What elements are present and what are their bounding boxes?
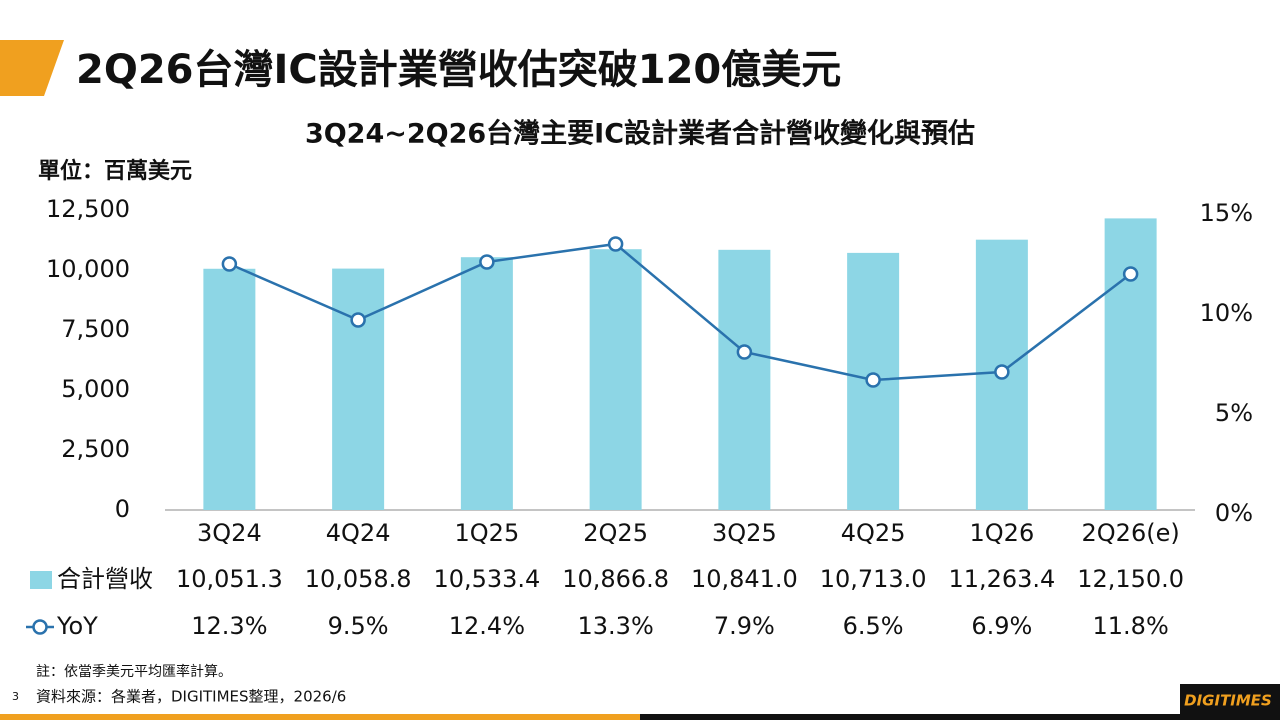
bar <box>1104 218 1157 510</box>
value-label: 12.3% <box>191 612 267 640</box>
marker <box>221 256 238 272</box>
y-tick-label: 2,500 <box>61 435 130 463</box>
chart-title: 3Q24~2Q26台灣主要IC設計業者合計營收變化與預估 <box>305 118 975 150</box>
value-label: 6.9% <box>971 612 1032 640</box>
accent <box>0 40 64 96</box>
x-tick-label: 2Q26(e) <box>1082 519 1180 547</box>
legend-label: YoY <box>56 612 98 640</box>
value-label: 11,263.4 <box>948 565 1055 593</box>
y2-tick-label: 0% <box>1215 499 1253 527</box>
y-axis-label: 單位：百萬美元 <box>38 158 192 184</box>
slide-title: 2Q26台灣IC設計業營收估突破120億美元 <box>76 47 841 93</box>
bar <box>203 268 256 510</box>
y-tick-label: 0 <box>115 495 130 523</box>
value-label: 10,841.0 <box>691 565 798 593</box>
x-tick-label: 1Q25 <box>455 519 520 547</box>
marker <box>865 372 881 388</box>
marker <box>736 344 753 360</box>
page-number: 3 <box>12 690 19 703</box>
marker <box>607 236 624 252</box>
bar <box>332 268 385 510</box>
value-label: 7.9% <box>714 612 775 640</box>
y-tick-label: 7,500 <box>61 315 130 343</box>
value-label: 10,533.4 <box>433 565 540 593</box>
footer-bar <box>640 684 1280 720</box>
x-tick-label: 4Q25 <box>841 519 906 547</box>
marker <box>479 254 495 270</box>
value-label: 12,150.0 <box>1077 565 1184 593</box>
x-tick-label: 2Q25 <box>583 519 648 547</box>
logo: DIGITIMES <box>1184 692 1272 710</box>
footer-bar <box>0 714 640 720</box>
bar <box>718 249 771 511</box>
marker <box>1122 266 1139 282</box>
y-tick-label: 10,000 <box>46 255 130 283</box>
y-tick-label: 5,000 <box>61 375 130 403</box>
value-label: 9.5% <box>328 612 389 640</box>
value-label: 11.8% <box>1093 612 1169 640</box>
value-label: 10,051.3 <box>176 565 283 593</box>
y-tick-label: 12,500 <box>46 195 130 223</box>
bar <box>589 249 642 511</box>
source: 資料來源：各業者，DIGITIMES整理，2026/6 <box>36 688 346 706</box>
marker <box>350 312 366 328</box>
value-label: 6.5% <box>843 612 904 640</box>
legend-swatch <box>32 619 48 635</box>
x-tick-label: 3Q25 <box>712 519 777 547</box>
value-label: 10,713.0 <box>820 565 927 593</box>
value-label: 10,058.8 <box>305 565 412 593</box>
legend-swatch <box>30 571 52 589</box>
value-label: 12.4% <box>449 612 525 640</box>
x-tick-label: 1Q26 <box>970 519 1035 547</box>
value-label: 10,866.8 <box>562 565 669 593</box>
y2-tick-label: 15% <box>1200 199 1253 227</box>
x-tick-label: 4Q24 <box>326 519 391 547</box>
value-label: 13.3% <box>578 612 654 640</box>
marker <box>994 364 1010 380</box>
line <box>228 242 1132 382</box>
note: 註：依當季美元平均匯率計算。 <box>36 663 232 680</box>
x-tick-label: 3Q24 <box>197 519 262 547</box>
y2-tick-label: 10% <box>1200 299 1253 327</box>
bar <box>460 257 513 510</box>
legend-label: 合計營收 <box>57 565 153 593</box>
y2-tick-label: 5% <box>1215 399 1253 427</box>
